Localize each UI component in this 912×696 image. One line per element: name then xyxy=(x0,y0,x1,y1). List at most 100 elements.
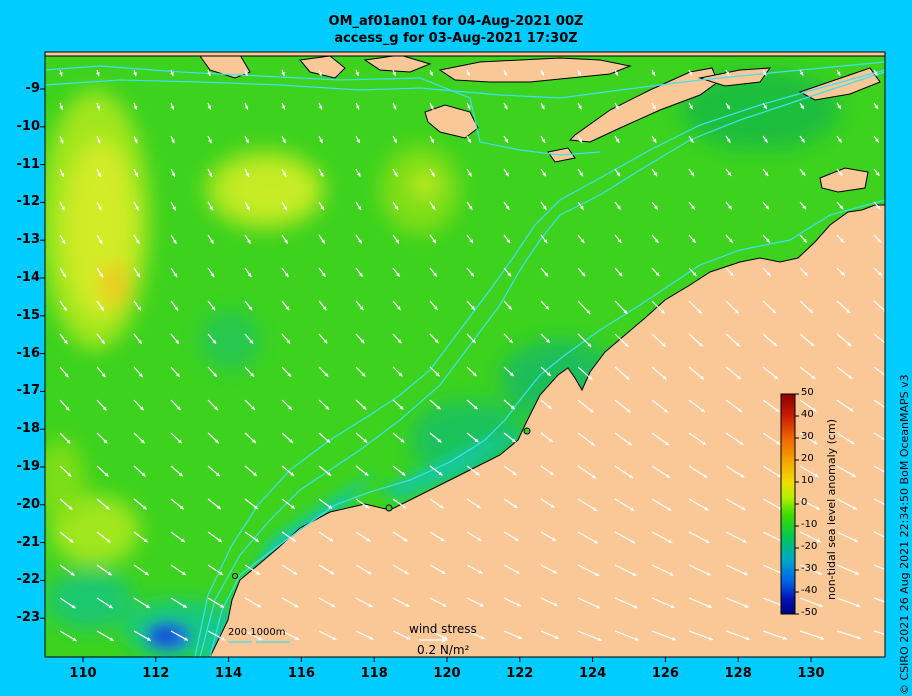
wind-vector-head xyxy=(540,71,544,76)
wind-vector-head xyxy=(433,305,438,310)
wind-vector-head xyxy=(738,408,743,413)
wind-vector-head xyxy=(292,538,297,542)
wind-vector-head xyxy=(209,206,213,211)
wind-vector-head xyxy=(138,373,143,378)
wind-vector-head xyxy=(319,172,324,177)
wind-vector-head xyxy=(403,537,408,542)
wind-vector-head xyxy=(98,239,103,244)
wind-vector-head xyxy=(839,205,844,210)
wind-vector-head xyxy=(877,238,882,243)
wind-vector-head xyxy=(96,105,101,110)
wind-vector-head xyxy=(289,439,294,443)
wind-vector xyxy=(873,366,885,376)
wind-vector-head xyxy=(63,306,67,311)
wind-vector-head xyxy=(295,636,300,640)
wind-vector-head xyxy=(506,239,511,244)
wind-vector-head xyxy=(624,342,629,347)
wind-vector xyxy=(725,597,750,608)
wind-vector-head xyxy=(101,373,106,378)
wind-vector-head xyxy=(105,505,110,510)
wind-vector-head xyxy=(890,506,894,509)
wind-vector-head xyxy=(331,603,336,608)
depth-contours xyxy=(45,61,885,657)
wind-vector-head xyxy=(63,340,68,345)
x-tick-label: 116 xyxy=(287,666,315,681)
wind-vector-head xyxy=(62,273,66,278)
wind-vector xyxy=(762,465,782,478)
wind-vector-head xyxy=(107,571,112,576)
wind-vector-head xyxy=(221,636,226,641)
wind-vector-head xyxy=(215,472,220,477)
station-marker xyxy=(232,573,238,579)
wind-vector-head xyxy=(363,438,368,443)
wind-vector xyxy=(873,498,885,506)
wind-vector-head xyxy=(439,504,444,509)
wind-vector-head xyxy=(70,571,75,576)
wind-vector-head xyxy=(181,571,186,575)
wind-vector xyxy=(614,531,636,544)
wind-vector-head xyxy=(356,139,360,144)
wind-vector-head xyxy=(515,570,520,574)
wind-vector-head xyxy=(435,372,440,377)
wind-vector-head xyxy=(282,139,286,144)
wind-vector-head xyxy=(596,605,601,609)
wind-vector-head xyxy=(764,172,769,176)
station-marker xyxy=(523,427,531,435)
wind-vector-head xyxy=(477,537,482,541)
wind-vector-head xyxy=(549,471,554,475)
wind-vector-head xyxy=(777,473,782,478)
wind-vector-head xyxy=(171,139,175,144)
wind-vector-head xyxy=(737,375,741,380)
wind-vector-head xyxy=(433,272,437,277)
wind-vector-head xyxy=(402,504,407,509)
plot-area xyxy=(45,52,894,657)
wind-vector-head xyxy=(172,239,177,244)
wind-vector-head xyxy=(145,604,150,608)
wind-vector-head xyxy=(885,375,889,379)
colorbar-tick-label: 10 xyxy=(801,475,814,486)
wind-vector xyxy=(799,498,820,511)
wind-vector-head xyxy=(852,506,857,510)
wind-vector-head xyxy=(725,71,730,76)
wind-vector-head xyxy=(443,635,448,640)
wind-vector-head xyxy=(65,406,70,411)
wind-vector-head xyxy=(625,375,630,380)
wind-vector-head xyxy=(247,239,251,244)
wind-vector-head xyxy=(728,205,732,210)
wind-vector-head xyxy=(256,571,261,575)
wind-vector-head xyxy=(699,375,704,380)
wind-vector-head xyxy=(392,71,396,76)
colorbar-tick-label: 50 xyxy=(801,387,814,398)
wind-vector-head xyxy=(357,206,362,211)
wind-vector-head xyxy=(874,104,878,109)
wind-vector-head xyxy=(133,72,137,77)
plot-frame xyxy=(44,51,886,658)
wind-vector-head xyxy=(217,538,222,543)
wind-vector-head xyxy=(663,408,668,413)
wind-vector-head xyxy=(176,406,181,411)
wind-vector xyxy=(577,465,597,479)
wind-legend-title: wind stress xyxy=(409,622,477,636)
wind-vector xyxy=(836,564,860,575)
wind-vector xyxy=(651,597,675,609)
wind-vector-head xyxy=(633,604,638,609)
wind-vector-head xyxy=(508,305,512,310)
wind-vector-head xyxy=(430,138,434,143)
wind-vector-head xyxy=(171,172,176,177)
wind-vector xyxy=(762,630,788,640)
wind-vector-head xyxy=(100,306,104,311)
wind-vector-head xyxy=(503,105,508,110)
wind-vector-head xyxy=(257,603,262,608)
wind-vector-head xyxy=(66,439,71,444)
wind-vector-head xyxy=(652,138,657,143)
wind-vector-head xyxy=(466,71,470,76)
wind-vector-head xyxy=(800,138,805,143)
wind-vector xyxy=(836,531,859,543)
wind-vector-head xyxy=(801,171,806,176)
wind-vector-head xyxy=(330,570,335,575)
y-tick-label: -20 xyxy=(16,496,41,512)
wind-vector-head xyxy=(512,471,517,476)
wind-vector-head xyxy=(475,471,480,476)
wind-vector xyxy=(799,564,823,575)
wind-vector-head xyxy=(840,271,845,276)
